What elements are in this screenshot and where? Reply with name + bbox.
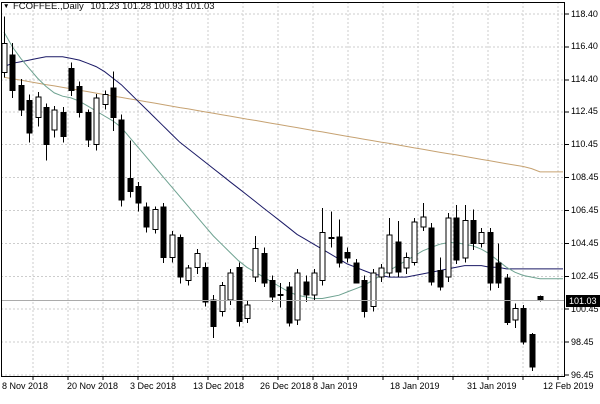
candle-bear (85, 112, 92, 141)
price-axis-label: 118.40 (571, 8, 598, 19)
candle-bull (311, 272, 318, 296)
candle-bear (26, 99, 33, 134)
candle-bull (102, 94, 109, 105)
candle-bear (18, 85, 25, 111)
candle-bull (370, 272, 377, 308)
candle-bull (478, 232, 485, 244)
symbol-dropdown-icon[interactable]: ▼ (3, 3, 10, 10)
candle-bear (143, 206, 150, 228)
candle-bear (160, 206, 167, 258)
price-axis-label: 100.45 (571, 303, 599, 314)
candle-bull (194, 252, 201, 268)
price-axis-label: 112.45 (571, 106, 598, 117)
current-price-value: 101.03 (569, 295, 597, 306)
candle-bear (43, 107, 50, 146)
candle-bear (395, 241, 402, 273)
candle-bear (437, 270, 444, 288)
candle-bear (487, 232, 494, 284)
candle-bull (152, 209, 159, 230)
candle-bull (219, 284, 226, 313)
candle-bear (118, 119, 125, 201)
price-axis-label: 108.45 (571, 172, 599, 183)
candle-bear (495, 262, 502, 284)
date-axis-label: 18 Jan 2019 (390, 381, 440, 391)
candle-bear (361, 279, 368, 313)
candle-bear (537, 295, 544, 301)
candle-bull (420, 216, 427, 228)
candle-bull (403, 256, 410, 269)
candle-bull (411, 221, 418, 263)
price-axis-label: 114.40 (571, 74, 598, 85)
candle-bear (135, 186, 142, 204)
candle-bear (353, 262, 360, 284)
candle-bear (127, 177, 134, 193)
date-axis-label: 31 Jan 2019 (467, 381, 517, 391)
candle-bear (328, 237, 335, 240)
date-axis-label: 3 Dec 2018 (130, 381, 177, 391)
candle-bear (520, 307, 527, 343)
candle-bear (110, 87, 117, 119)
candle-bear (202, 266, 209, 303)
candle-bear (177, 237, 184, 278)
candle-bear (60, 112, 67, 138)
price-axis-label: 102.45 (571, 270, 599, 281)
candle-bull (378, 267, 385, 278)
candle-bull (51, 109, 58, 131)
ohlc-quote-label: 101.23 101.28 100.93 101.03 (90, 1, 215, 12)
candle-bear (261, 252, 268, 284)
date-axis-label: 12 Feb 2019 (543, 381, 594, 391)
candle-bull (294, 272, 301, 321)
candle-bull (93, 97, 100, 146)
price-axis-label: 106.45 (571, 205, 599, 216)
date-axis-label: 26 Dec 2018 (260, 381, 312, 391)
candle-bear (68, 67, 75, 91)
candle-bear (269, 279, 276, 298)
price-axis-label: 96.45 (571, 369, 594, 380)
candle-bull (252, 247, 259, 278)
candle-bear (344, 251, 351, 259)
candle-bull (512, 307, 519, 321)
price-axis-label: 104.45 (571, 237, 599, 248)
candle-bear (76, 85, 83, 114)
candle-bull (1, 43, 8, 73)
candle-bear (428, 227, 435, 283)
ma-fast-line (3, 31, 563, 299)
price-axis-label: 110.45 (571, 139, 598, 150)
candle-bull (462, 219, 469, 259)
price-axis-label: 98.45 (571, 336, 594, 347)
candle-bull (445, 217, 452, 278)
ma-slow-line (3, 56, 563, 278)
candle-bear (286, 286, 293, 324)
symbol-period-label: FCOFFEE.,Daily (13, 1, 84, 12)
candle-bear (529, 334, 536, 368)
candle-bull (319, 232, 326, 281)
candle-bull (185, 267, 192, 281)
candle-bull (244, 304, 251, 319)
price-axis-label: 116.40 (571, 41, 598, 52)
candle-bear (303, 281, 310, 296)
ma-long-line (3, 76, 563, 173)
chart-title: FCOFFEE.,Daily 101.23 101.28 100.93 101.… (13, 1, 215, 12)
date-axis-label: 8 Jan 2019 (313, 381, 358, 391)
candle-bear (9, 54, 16, 91)
candle-bull (169, 234, 176, 258)
plot-border (1, 2, 565, 377)
candle-bull (386, 234, 393, 274)
candle-bull (35, 96, 42, 119)
date-axis-label: 13 Dec 2018 (193, 381, 245, 391)
candle-bear (236, 266, 243, 323)
candle-bear (277, 293, 284, 296)
date-axis-label: 8 Nov 2018 (2, 381, 49, 391)
date-axis-label: 20 Nov 2018 (67, 381, 119, 391)
current-price-tag: 101.03 (566, 294, 600, 307)
candle-bear (336, 236, 343, 264)
candle-bull (227, 272, 234, 301)
candle-bear (453, 217, 460, 261)
candle-bear (210, 299, 217, 327)
candle-bear (470, 219, 477, 244)
